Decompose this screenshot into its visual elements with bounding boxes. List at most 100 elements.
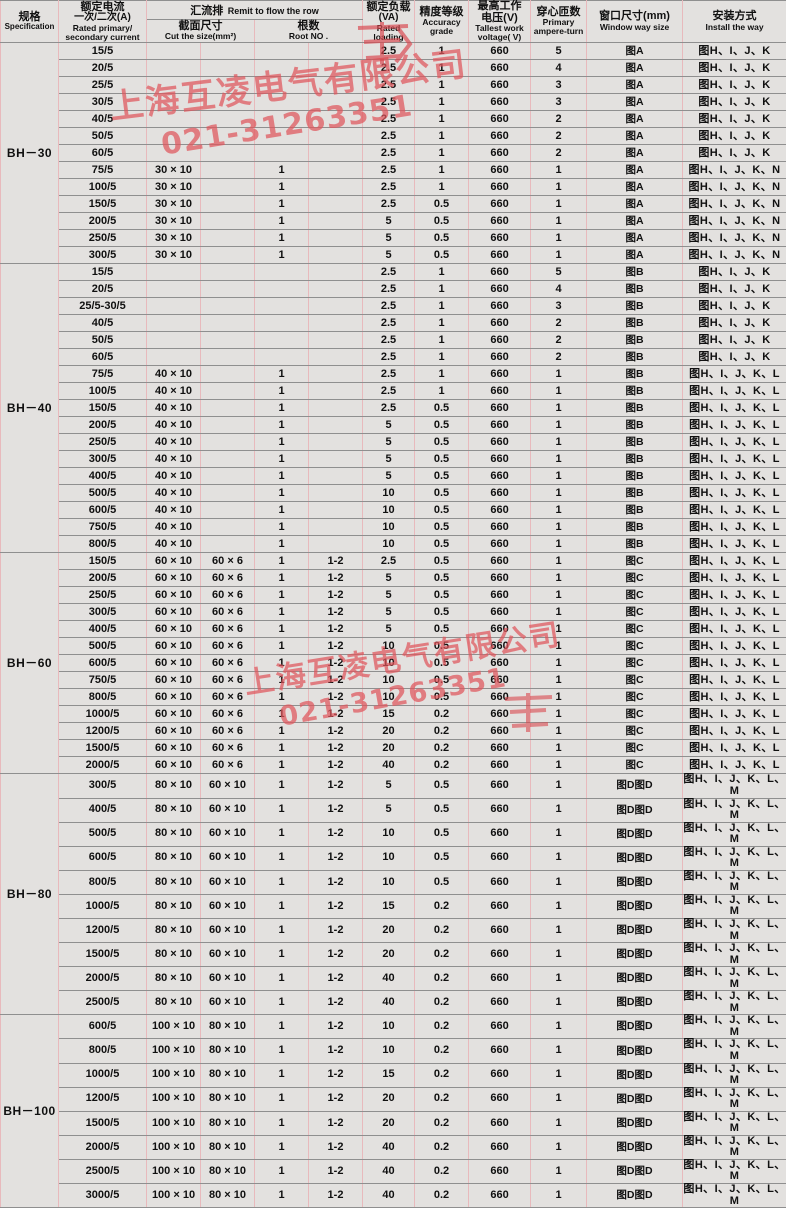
cell-cut-size-1: 80 × 10 (147, 991, 201, 1015)
cell-max-voltage: 660 (469, 400, 531, 417)
cell-cut-size-1 (147, 281, 201, 298)
cell-rated-current: 200/5 (59, 570, 147, 587)
cell-window-size: 图A (587, 145, 683, 162)
cell-root-no-1: 1 (255, 553, 309, 570)
cell-cut-size-2 (201, 230, 255, 247)
cell-install-way: 图H、I、J、K、L (683, 570, 786, 587)
cell-window-size: 图D图D (587, 798, 683, 822)
cell-window-size: 图D图D (587, 774, 683, 798)
cell-root-no-2: 1-2 (309, 1184, 363, 1208)
cell-max-voltage: 660 (469, 774, 531, 798)
cell-ampere-turn: 1 (531, 1063, 587, 1087)
cell-root-no-2: 1-2 (309, 740, 363, 757)
cell-root-no-1 (255, 111, 309, 128)
cell-cut-size-2: 60 × 6 (201, 587, 255, 604)
cell-window-size: 图D图D (587, 967, 683, 991)
cell-window-size: 图B (587, 366, 683, 383)
cell-install-way: 图H、I、J、K、L (683, 672, 786, 689)
cell-ampere-turn: 1 (531, 1135, 587, 1159)
cell-cut-size-2 (201, 417, 255, 434)
cell-install-way: 图H、I、J、K、L (683, 723, 786, 740)
cell-rated-current: 500/5 (59, 822, 147, 846)
cell-accuracy: 0.2 (415, 1015, 469, 1039)
cell-ampere-turn: 1 (531, 621, 587, 638)
cell-cut-size-2: 60 × 6 (201, 689, 255, 706)
cell-rated-current: 2500/5 (59, 1159, 147, 1183)
cell-accuracy: 0.2 (415, 943, 469, 967)
cell-root-no-2: 1-2 (309, 587, 363, 604)
cell-install-way: 图H、I、J、K、L、M (683, 822, 786, 846)
cell-cut-size-2 (201, 77, 255, 94)
cell-root-no-2: 1-2 (309, 1015, 363, 1039)
cell-ampere-turn: 1 (531, 1039, 587, 1063)
cell-max-voltage: 660 (469, 655, 531, 672)
cell-cut-size-1: 60 × 10 (147, 723, 201, 740)
cell-window-size: 图D图D (587, 1087, 683, 1111)
cell-accuracy: 0.5 (415, 536, 469, 553)
cell-root-no-2 (309, 485, 363, 502)
cell-cut-size-2: 60 × 6 (201, 553, 255, 570)
cell-accuracy: 0.2 (415, 740, 469, 757)
cell-rated-load: 10 (363, 655, 415, 672)
cell-root-no-1: 1 (255, 919, 309, 943)
cell-rated-load: 10 (363, 870, 415, 894)
cell-cut-size-1: 80 × 10 (147, 822, 201, 846)
cell-accuracy: 0.5 (415, 400, 469, 417)
cell-ampere-turn: 1 (531, 672, 587, 689)
cell-root-no-2 (309, 417, 363, 434)
cell-rated-current: 400/5 (59, 621, 147, 638)
cell-cut-size-2: 60 × 6 (201, 740, 255, 757)
cell-cut-size-2 (201, 247, 255, 264)
cell-cut-size-1: 30 × 10 (147, 196, 201, 213)
cell-root-no-2 (309, 230, 363, 247)
cell-window-size: 图B (587, 451, 683, 468)
cell-cut-size-2 (201, 94, 255, 111)
cell-window-size: 图A (587, 43, 683, 60)
cell-cut-size-2 (201, 43, 255, 60)
cell-window-size: 图B (587, 417, 683, 434)
cell-rated-current: 3000/5 (59, 1184, 147, 1208)
cell-rated-current: 50/5 (59, 332, 147, 349)
cell-ampere-turn: 1 (531, 1015, 587, 1039)
cell-rated-current: 20/5 (59, 281, 147, 298)
cell-root-no-2: 1-2 (309, 991, 363, 1015)
cell-ampere-turn: 1 (531, 740, 587, 757)
section-spec-name: BH－80 (1, 774, 59, 1015)
cell-ampere-turn: 1 (531, 655, 587, 672)
cell-max-voltage: 660 (469, 315, 531, 332)
cell-rated-load: 2.5 (363, 145, 415, 162)
cell-cut-size-1: 40 × 10 (147, 366, 201, 383)
cell-max-voltage: 660 (469, 1111, 531, 1135)
cell-window-size: 图A (587, 77, 683, 94)
cell-install-way: 图H、I、J、K、L、M (683, 774, 786, 798)
cell-rated-current: 100/5 (59, 383, 147, 400)
cell-rated-load: 5 (363, 451, 415, 468)
cell-accuracy: 0.5 (415, 672, 469, 689)
cell-root-no-1: 1 (255, 434, 309, 451)
cell-root-no-1: 1 (255, 655, 309, 672)
cell-rated-load: 2.5 (363, 264, 415, 281)
cell-cut-size-2 (201, 468, 255, 485)
cell-cut-size-2 (201, 332, 255, 349)
cell-window-size: 图A (587, 162, 683, 179)
cell-max-voltage: 660 (469, 179, 531, 196)
cell-root-no-2: 1-2 (309, 943, 363, 967)
cell-install-way: 图H、I、J、K、L (683, 502, 786, 519)
cell-root-no-1: 1 (255, 1159, 309, 1183)
cell-root-no-1: 1 (255, 536, 309, 553)
cell-ampere-turn: 1 (531, 1111, 587, 1135)
cell-cut-size-1 (147, 349, 201, 366)
cell-window-size: 图C (587, 706, 683, 723)
cell-max-voltage: 660 (469, 519, 531, 536)
